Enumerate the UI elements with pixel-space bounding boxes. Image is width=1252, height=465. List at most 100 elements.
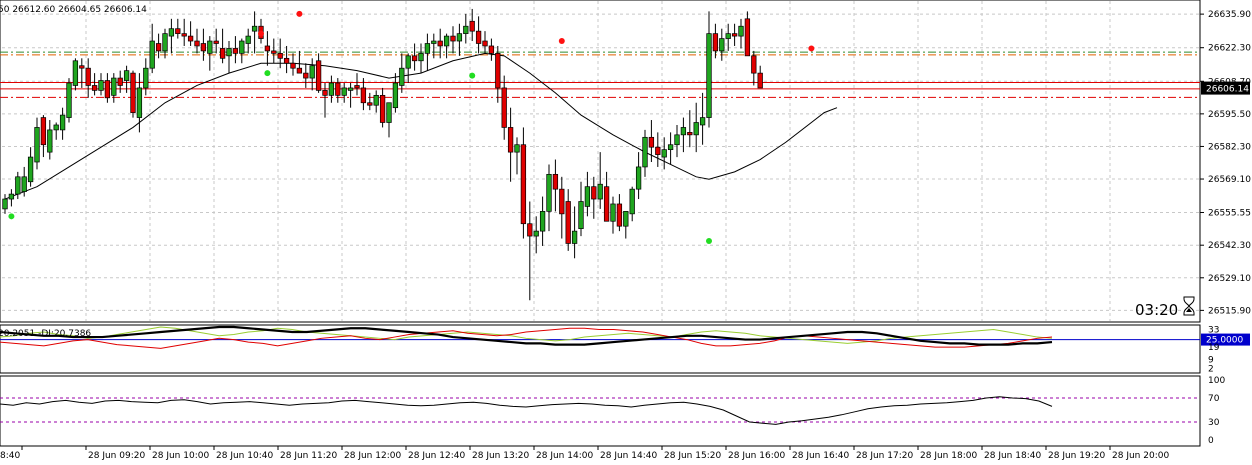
bear-candle — [751, 55, 757, 74]
bull-candle — [546, 173, 552, 212]
bull-candle — [8, 193, 15, 200]
bull-candle — [168, 28, 175, 37]
bull-candle — [443, 35, 450, 47]
bull-candle — [399, 67, 405, 86]
time-label: 28 Jun 16:00 — [728, 451, 785, 461]
bear-candle — [200, 43, 207, 52]
bear-candle — [360, 87, 367, 104]
bear-candle — [296, 67, 303, 74]
bear-candle — [744, 18, 751, 57]
bull-candle — [15, 176, 21, 195]
buy-signal-dot — [706, 238, 712, 244]
bull-candle — [72, 60, 79, 86]
osc-line — [0, 396, 1053, 425]
buy-signal-dot — [264, 70, 271, 77]
sell-signal-dot — [558, 38, 565, 45]
bear-candle — [469, 20, 475, 32]
bear-candle — [303, 72, 309, 79]
current-price-label: 26606.14 — [1206, 85, 1249, 95]
bull-candle — [309, 65, 315, 79]
bull-candle — [431, 40, 437, 44]
price-tick-label: 26542.30 — [1208, 241, 1251, 251]
adx-header: 20.2051 -DI:20.7386 — [0, 329, 91, 339]
sell-signal-dot — [258, 30, 264, 37]
bull-candle — [680, 127, 687, 136]
buy-signal-dot — [469, 72, 476, 79]
bull-candle — [418, 53, 424, 62]
adx-level-box — [1201, 333, 1250, 346]
bear-candle — [283, 57, 290, 64]
price-tick-label: 26529.10 — [1208, 274, 1251, 284]
price-tick-label: 26622.30 — [1208, 44, 1251, 54]
bear-candle — [527, 223, 533, 237]
time-label: 28 Jun 20:00 — [1112, 451, 1169, 461]
plus-di-line — [0, 326, 1053, 344]
bear-candle — [591, 186, 597, 200]
bull-candle — [98, 80, 104, 91]
bull-candle — [635, 166, 642, 190]
bear-candle — [175, 28, 181, 34]
bull-candle — [623, 211, 629, 227]
bear-candle — [411, 55, 418, 62]
bull-candle — [642, 136, 648, 168]
bull-candle — [59, 114, 66, 131]
bear-candle — [616, 203, 623, 227]
bear-candle — [367, 102, 373, 106]
bear-candle — [552, 173, 559, 190]
bear-candle — [322, 90, 328, 96]
bear-candle — [40, 117, 47, 146]
bull-candle — [2, 198, 8, 210]
bull-candle — [207, 40, 213, 54]
bull-candle — [21, 176, 27, 192]
price-tick-label: 26555.55 — [1208, 208, 1251, 218]
time-label: 28 Jun 19:20 — [1048, 451, 1105, 461]
bear-candle — [757, 72, 763, 89]
bull-candle — [661, 149, 667, 158]
bear-candle — [520, 144, 527, 225]
price-tick-label: 26635.90 — [1208, 10, 1251, 20]
bear-candle — [85, 67, 91, 86]
adx-tick-label: 19 — [1208, 343, 1220, 353]
bear-candle — [155, 43, 162, 52]
bear-candle — [687, 132, 693, 136]
bear-candle — [731, 33, 738, 37]
bull-candle — [328, 82, 335, 96]
bear-candle — [79, 65, 85, 69]
hourglass-icon — [1183, 296, 1195, 316]
adx-tick-label: 2 — [1208, 364, 1214, 374]
bull-candle — [66, 82, 72, 118]
time-label: 28 Jun 18:40 — [984, 451, 1041, 461]
time-label: 28 Jun 15:20 — [664, 451, 721, 461]
bull-candle — [226, 48, 232, 57]
bull-candle — [578, 201, 584, 230]
time-label: 28 Jun 16:40 — [792, 451, 849, 461]
bear-candle — [437, 40, 443, 47]
price-tick-label: 26595.50 — [1208, 110, 1251, 120]
bull-candle — [610, 203, 616, 222]
price-tick-label: 26569.10 — [1208, 175, 1251, 185]
bear-candle — [655, 146, 661, 155]
bear-candle — [232, 48, 239, 54]
bear-candle — [482, 40, 488, 47]
bear-candle — [181, 33, 187, 37]
bull-candle — [47, 129, 53, 153]
bull-candle — [373, 94, 379, 106]
sell-signal-dot — [808, 45, 815, 52]
bear-candle — [379, 94, 386, 123]
bear-candle — [117, 77, 123, 86]
bear-candle — [501, 87, 507, 128]
bear-candle — [475, 30, 482, 44]
time-label: 28 Jun 18:00 — [920, 451, 977, 461]
osc-tick-label: 100 — [1208, 376, 1225, 386]
bull-candle — [136, 87, 143, 118]
osc-tick-label: 70 — [1208, 394, 1220, 404]
price-header: 50 26612.60 26604.65 26606.14 — [0, 5, 147, 15]
oscillator-panel: 100 70 30 0 — [0, 375, 1225, 447]
osc-tick-label: 30 — [1208, 418, 1220, 428]
bear-candle — [194, 40, 200, 47]
sell-signal-dot — [296, 10, 303, 17]
minus-di-line — [0, 327, 1053, 349]
bull-candle — [674, 134, 680, 146]
bear-candle — [488, 45, 495, 54]
